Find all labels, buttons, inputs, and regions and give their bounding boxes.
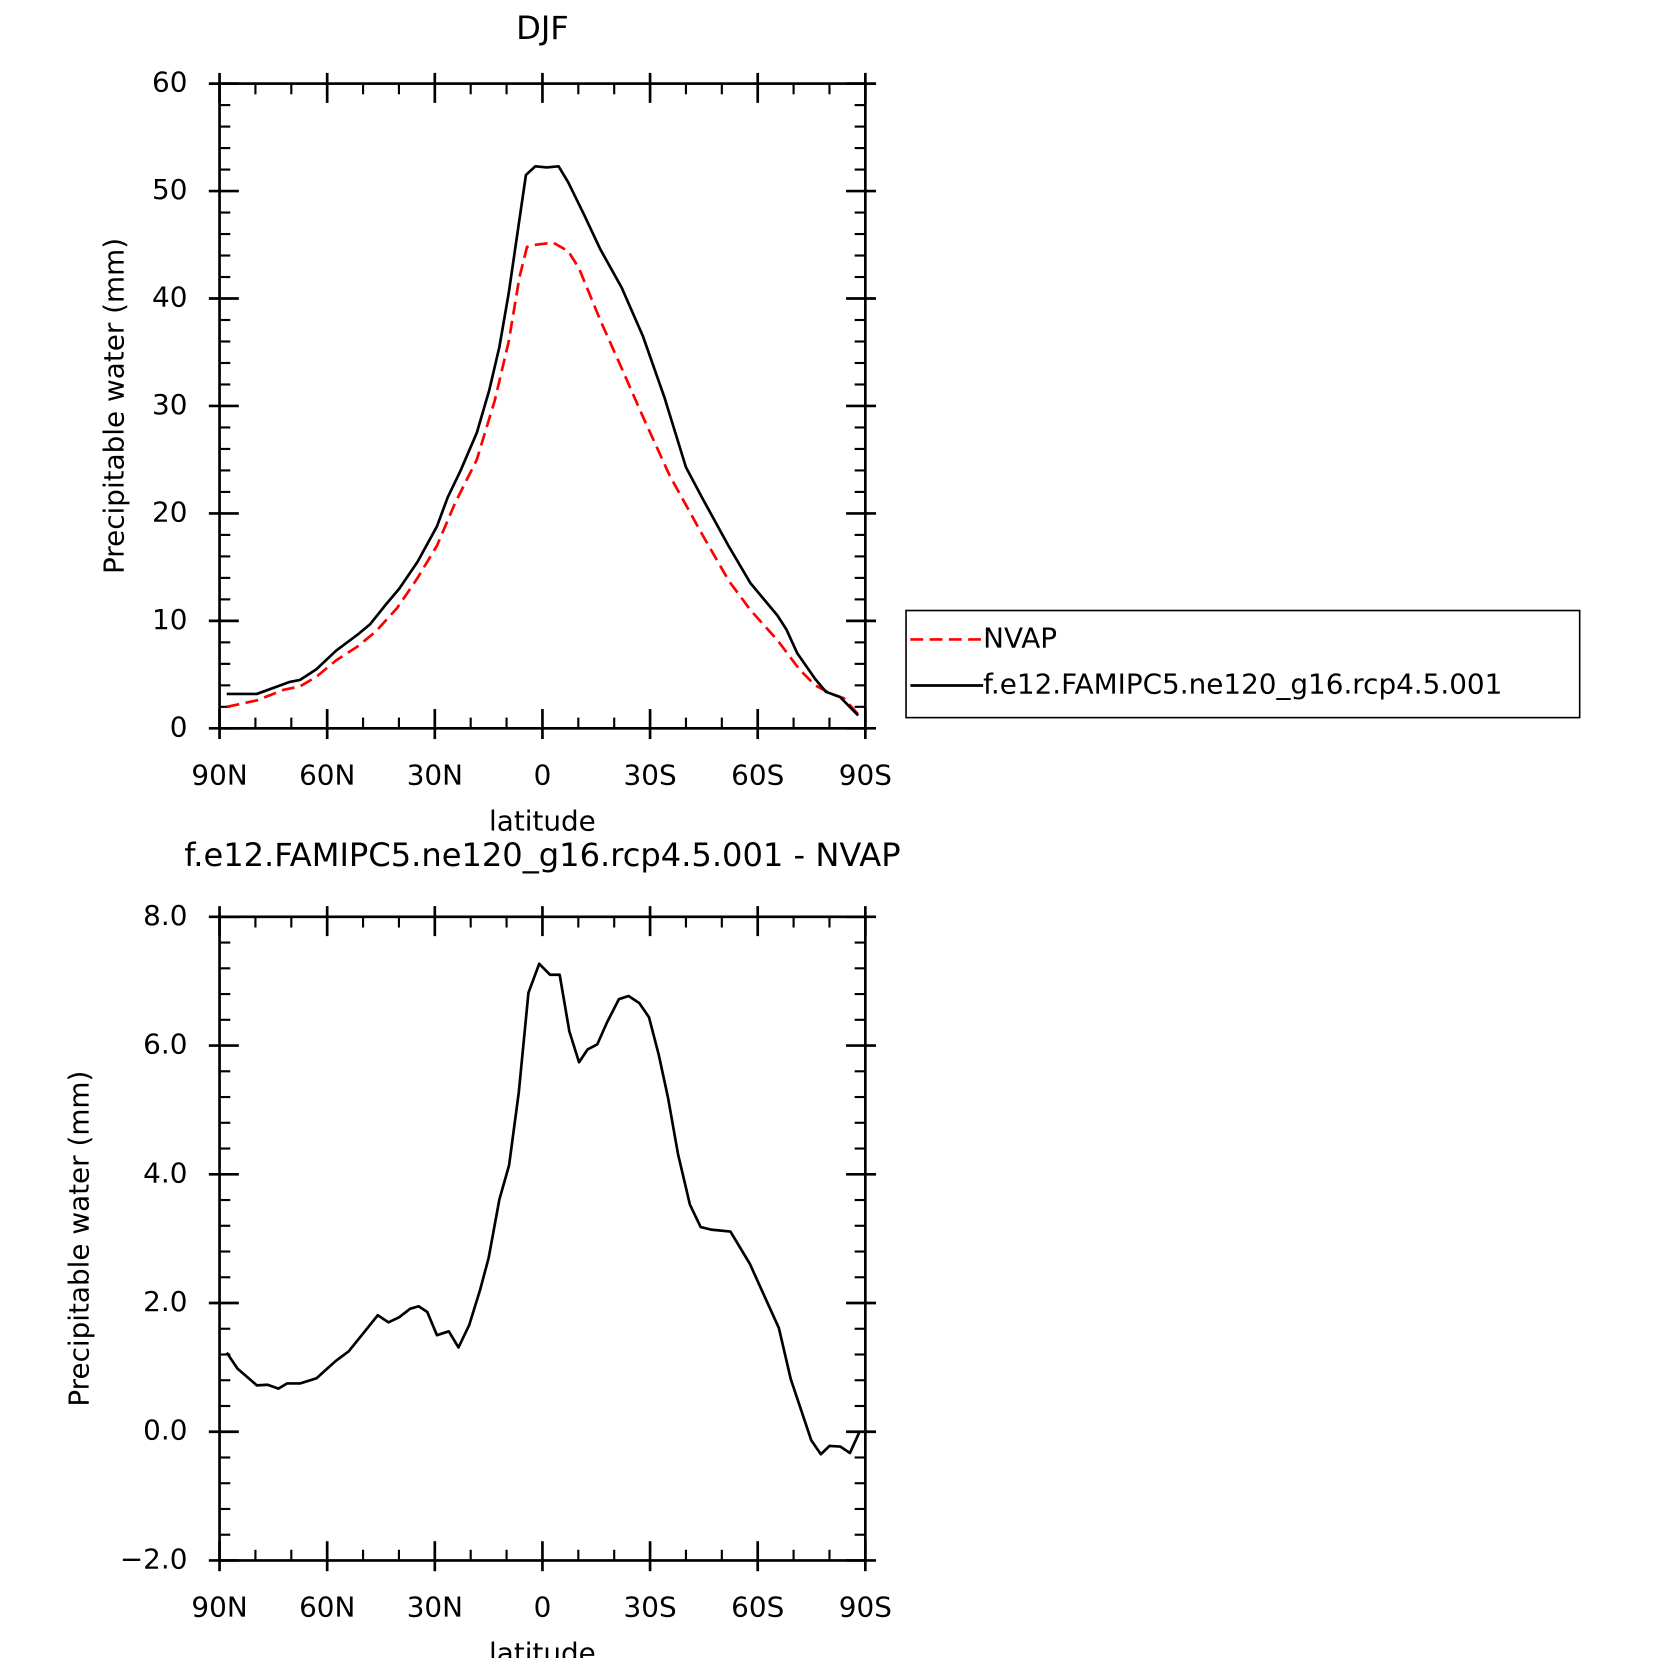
x-tick-label: 60N [299, 1591, 355, 1624]
x-tick-label: 90S [839, 759, 892, 792]
x-tick-label: 0 [534, 1591, 552, 1624]
x-axis-label: latitude [489, 805, 596, 838]
y-axis-label: Precipitable water (mm) [62, 1071, 95, 1407]
x-tick-label: 0 [534, 759, 552, 792]
chart-title: DJF [516, 9, 569, 47]
chart-title: f.e12.FAMIPC5.ne120_g16.rcp4.5.001 - NVA… [184, 836, 900, 874]
x-tick-label: 60N [299, 759, 355, 792]
y-tick-label: 6.0 [143, 1028, 187, 1061]
y-tick-label: 10 [152, 603, 187, 636]
y-tick-label: 30 [152, 388, 187, 421]
legend-label: NVAP [983, 621, 1057, 654]
y-tick-label: 4.0 [143, 1156, 187, 1189]
x-tick-label: 90N [191, 759, 247, 792]
y-tick-label: 50 [152, 173, 187, 206]
x-tick-label: 60S [731, 1591, 784, 1624]
legend-box [905, 609, 1581, 719]
x-tick-label: 90S [839, 1591, 892, 1624]
data-line [226, 241, 860, 716]
x-tick-label: 30S [624, 1591, 677, 1624]
plot-frame [218, 915, 867, 1562]
x-tick-label: 30N [407, 1591, 463, 1624]
x-tick-label: 60S [731, 759, 784, 792]
y-tick-label: 0 [170, 710, 188, 743]
x-tick-label: 30N [407, 759, 463, 792]
y-tick-label: 2.0 [143, 1285, 187, 1318]
y-axis-label: Precipitable water (mm) [98, 238, 131, 574]
data-line [226, 165, 860, 717]
y-tick-label: −2.0 [120, 1542, 188, 1575]
x-axis-label: latitude [489, 1637, 596, 1658]
y-tick-label: 60 [152, 66, 187, 99]
data-line [225, 962, 861, 1456]
y-tick-label: 0.0 [143, 1414, 187, 1447]
x-tick-label: 30S [624, 759, 677, 792]
y-tick-label: 40 [152, 281, 187, 314]
legend-label: f.e12.FAMIPC5.ne120_g16.rcp4.5.001 [983, 667, 1502, 700]
y-tick-label: 20 [152, 495, 187, 528]
y-tick-label: 8.0 [143, 899, 187, 932]
plot-frame [218, 82, 867, 730]
x-tick-label: 90N [191, 1591, 247, 1624]
